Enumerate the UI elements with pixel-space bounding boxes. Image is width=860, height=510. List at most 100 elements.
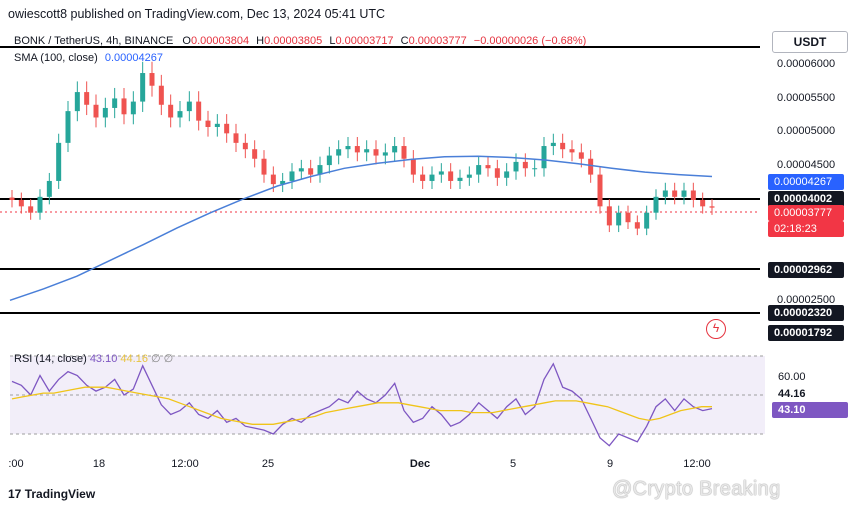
symbol-legend: BONK / TetherUS, 4h, BINANCE O0.00003804… bbox=[14, 35, 586, 47]
candle-body bbox=[513, 161, 519, 172]
candle-body bbox=[504, 171, 510, 178]
time-tick: Dec bbox=[409, 458, 431, 470]
candle-body bbox=[158, 85, 164, 105]
sma-price-tag: 0.00004267 bbox=[768, 174, 844, 190]
candle-body bbox=[317, 165, 323, 175]
sma-line bbox=[9, 155, 713, 302]
candle-body bbox=[532, 168, 538, 170]
rsi-extra: ∅ ∅ bbox=[151, 353, 174, 365]
candle-body bbox=[690, 190, 696, 200]
candle-body bbox=[270, 174, 276, 185]
candle-body bbox=[46, 180, 52, 197]
candle-body bbox=[420, 174, 426, 181]
candle-body bbox=[476, 165, 482, 175]
candle-body bbox=[429, 174, 435, 181]
candle-body bbox=[149, 73, 155, 86]
price-tick: 0.00005500 bbox=[777, 92, 836, 104]
alert-flash-icon[interactable]: ϟ bbox=[706, 319, 726, 339]
rsi-ma-line bbox=[11, 386, 712, 425]
candle-body bbox=[410, 158, 416, 175]
candle-body bbox=[392, 146, 398, 153]
candle-body bbox=[522, 161, 528, 169]
candle-body bbox=[298, 168, 304, 172]
time-tick: 12:00 bbox=[683, 458, 711, 470]
level-tag: 0.00001792 bbox=[768, 325, 844, 341]
high-label: H bbox=[256, 35, 265, 47]
candle-body bbox=[261, 158, 267, 175]
candle-body bbox=[56, 142, 62, 181]
candle-body bbox=[196, 101, 202, 121]
sma-value: 0.00004267 bbox=[104, 52, 163, 64]
candle-body bbox=[672, 190, 678, 197]
change-value: −0.00000026 (−0.68%) bbox=[473, 35, 587, 47]
rsi-label: RSI (14, close) bbox=[14, 353, 87, 365]
low-value: 0.00003717 bbox=[335, 35, 394, 47]
time-tick: :00 bbox=[8, 458, 24, 470]
close-label: C bbox=[400, 35, 409, 47]
sma-legend[interactable]: SMA (100, close) 0.00004267 bbox=[14, 52, 163, 64]
candle-body bbox=[28, 206, 34, 213]
price-tick: 0.00004500 bbox=[777, 159, 836, 171]
candle-body bbox=[364, 149, 370, 153]
candle-body bbox=[308, 168, 314, 175]
candle-body bbox=[121, 98, 127, 115]
candle-body bbox=[494, 168, 500, 178]
time-tick: 9 bbox=[606, 458, 614, 470]
watermark-text: @Crypto Breaking bbox=[612, 478, 781, 500]
time-tick: 12:00 bbox=[171, 458, 199, 470]
candle-body bbox=[345, 146, 351, 150]
currency-selector[interactable]: USDT bbox=[772, 31, 848, 53]
candle-body bbox=[588, 158, 594, 175]
price-tick: 0.00005000 bbox=[777, 125, 836, 137]
candle-body bbox=[252, 149, 258, 159]
price-tick: 0.00002500 bbox=[777, 294, 836, 306]
candle-body bbox=[662, 190, 668, 197]
open-value: 0.00003804 bbox=[190, 35, 250, 47]
tradingview-logo[interactable]: 17 TradingView bbox=[8, 487, 95, 501]
publisher-line: owiescott8 published on TradingView.com,… bbox=[8, 7, 386, 21]
candle-body bbox=[224, 123, 230, 134]
level-tag: 0.00002320 bbox=[768, 305, 844, 321]
symbol-name[interactable]: BONK / TetherUS, 4h, BINANCE bbox=[14, 35, 174, 47]
candle-body bbox=[214, 123, 220, 127]
candle-body bbox=[373, 149, 379, 156]
candle-body bbox=[289, 171, 295, 181]
candle-body bbox=[326, 155, 332, 166]
candle-body bbox=[37, 196, 43, 213]
candle-body bbox=[466, 174, 472, 178]
candle-body bbox=[168, 104, 174, 118]
low-label: L bbox=[329, 35, 336, 47]
sma-label: SMA (100, close) bbox=[14, 52, 98, 64]
candle-body bbox=[644, 212, 650, 229]
candle-body bbox=[186, 101, 192, 112]
candle-body bbox=[560, 142, 566, 150]
candle-body bbox=[597, 174, 603, 207]
candle-body bbox=[233, 133, 239, 143]
rsi-legend[interactable]: RSI (14, close) 43.10 44.16 ∅ ∅ bbox=[14, 352, 173, 365]
candle-body bbox=[653, 196, 659, 213]
candle-body bbox=[485, 165, 491, 169]
candle-body bbox=[569, 149, 575, 153]
level-tag: 0.00002962 bbox=[768, 262, 844, 278]
candle-body bbox=[354, 146, 360, 153]
time-tick: 5 bbox=[509, 458, 517, 470]
candle-body bbox=[578, 152, 584, 159]
time-tick: 25 bbox=[261, 458, 275, 470]
candle-body bbox=[616, 212, 622, 226]
rsi-band bbox=[10, 356, 765, 434]
candle-body bbox=[9, 197, 15, 200]
rsi-tick: 60.00 bbox=[778, 371, 806, 383]
candle-body bbox=[541, 146, 547, 169]
last-price-tag: 0.00003777 bbox=[768, 205, 844, 221]
candle-body bbox=[74, 92, 80, 112]
candles-group bbox=[9, 61, 715, 236]
candle-body bbox=[625, 212, 631, 223]
level-tag: 0.00004002 bbox=[768, 191, 844, 207]
candle-body bbox=[102, 107, 108, 118]
candle-body bbox=[84, 92, 90, 105]
high-value: 0.00003805 bbox=[264, 35, 323, 47]
candle-body bbox=[280, 180, 286, 185]
time-tick: 18 bbox=[92, 458, 106, 470]
candle-body bbox=[634, 222, 640, 229]
